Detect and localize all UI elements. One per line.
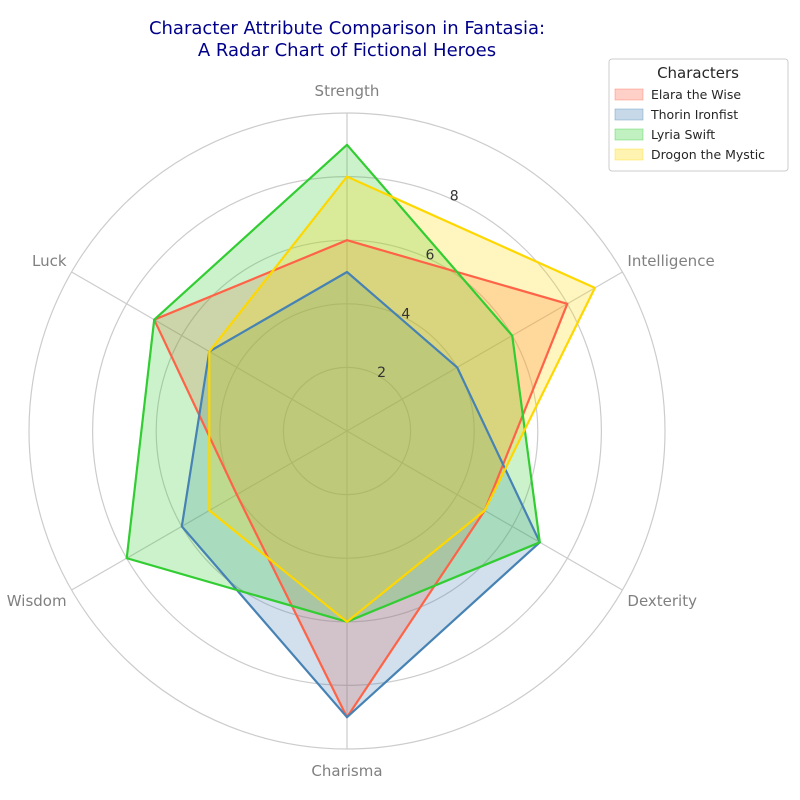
- legend-entry-label: Lyria Swift: [651, 127, 715, 142]
- legend-swatch: [614, 148, 644, 161]
- radial-tick-label: 8: [450, 189, 459, 205]
- legend-swatch: [614, 108, 644, 121]
- legend-entry-label: Drogon the Mystic: [651, 147, 765, 162]
- radial-tick-label: 6: [426, 248, 435, 264]
- axis-label: Charisma: [311, 762, 382, 780]
- legend-swatch: [614, 128, 644, 141]
- axis-label: Strength: [315, 82, 380, 100]
- chart-title-line-2: A Radar Chart of Fictional Heroes: [198, 40, 496, 61]
- radial-tick-label: 2: [377, 365, 386, 381]
- grid-spoke: [346, 271, 623, 432]
- radial-ticks: 2 4 6 8: [377, 189, 458, 381]
- axis-label: Dexterity: [627, 592, 697, 610]
- series-fill: [126, 144, 540, 622]
- legend-title: Characters: [657, 64, 739, 82]
- series-line: [208, 175, 597, 623]
- axis-label: Wisdom: [7, 592, 67, 610]
- legend-entry-label: Thorin Ironfist: [650, 107, 738, 122]
- legend: Characters Elara the Wise Thorin Ironfist…: [608, 58, 789, 172]
- legend-entry-label: Elara the Wise: [651, 87, 741, 102]
- legend-frame: [608, 58, 789, 172]
- radial-tick-label: 4: [401, 306, 410, 322]
- series-fill: [209, 176, 595, 622]
- series-fill: [154, 240, 568, 718]
- legend-items: Elara the Wise Thorin Ironfist Lyria Swift…: [614, 87, 765, 162]
- legend-swatch: [614, 88, 644, 101]
- axis-labels: Strength Intelligence Dexterity Charisma Wis…: [7, 82, 715, 780]
- axis-label: Intelligence: [627, 252, 714, 270]
- axis-label: Luck: [32, 252, 67, 270]
- series-fill: [181, 272, 540, 718]
- chart-title-line-1: Character Attribute Comparison in Fantas…: [149, 18, 545, 39]
- series-layer: [125, 143, 597, 719]
